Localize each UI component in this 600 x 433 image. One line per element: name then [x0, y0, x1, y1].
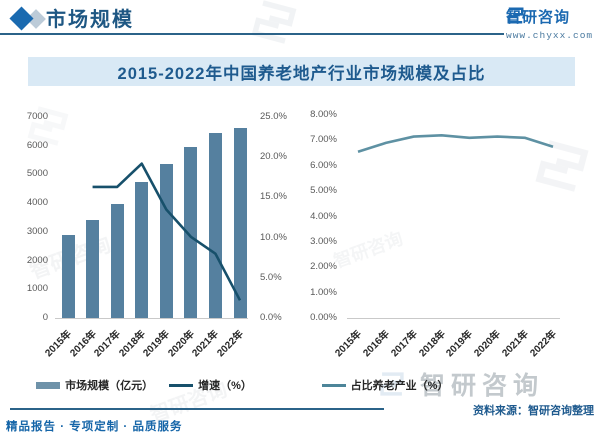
header-divider — [0, 33, 504, 35]
market-size-bar — [61, 234, 75, 318]
y-axis-tick: 4.00% — [310, 210, 337, 222]
chart-title: 2015-2022年中国养老地产行业市场规模及占比 — [117, 64, 486, 83]
x-axis-line — [55, 318, 248, 319]
section-title: 市场规模 — [46, 9, 134, 31]
left-y-axis-tick: 0 — [42, 312, 48, 323]
brand-block: 智研咨询 www.chyxx.com — [506, 6, 598, 41]
market-size-bar — [208, 132, 222, 318]
y-axis-tick: 3.00% — [310, 235, 337, 247]
y-axis-tick: 8.00% — [310, 109, 337, 120]
y-axis-tick: 6.00% — [310, 159, 337, 171]
legend-left: 市场规模（亿元） 增速（%） — [34, 377, 254, 393]
market-size-bar — [184, 147, 198, 318]
legend-label-growth: 增速（%） — [198, 380, 252, 392]
market-size-bar — [110, 204, 124, 318]
left-y-axis-tick: 1000 — [26, 283, 48, 295]
y-axis-tick: 5.00% — [310, 185, 337, 197]
left-y-axis-tick: 3000 — [26, 225, 48, 237]
share-line — [357, 134, 554, 154]
legend-item-share: 占比养老产业（%） — [321, 377, 449, 393]
share-line-swatch — [321, 383, 346, 387]
y-axis-tick: 7.00% — [310, 134, 337, 146]
y-axis-tick: 1.00% — [310, 286, 337, 298]
market-size-bar — [86, 220, 100, 318]
footer-divider — [10, 408, 384, 410]
bar-series-swatch — [36, 381, 61, 389]
legend-item-growth: 增速（%） — [169, 377, 252, 393]
left-y-axis-tick: 7000 — [26, 111, 48, 122]
brand-website: www.chyxx.com — [506, 30, 594, 41]
data-source: 资料来源：智研咨询整理 — [473, 405, 594, 417]
legend-item-market-size: 市场规模（亿元） — [36, 377, 153, 393]
left-y-axis-tick: 6000 — [26, 139, 48, 151]
left-y-axis-tick: 5000 — [26, 168, 48, 180]
market-size-bar — [135, 182, 149, 318]
right-y-axis-tick: 20.0% — [260, 151, 287, 163]
x-axis-line — [347, 318, 560, 319]
y-axis-tick: 0.00% — [310, 312, 337, 323]
chart-title-banner: 2015-2022年中国养老地产行业市场规模及占比 — [28, 57, 575, 86]
brand-tagline: 精品报告 · 专项定制 · 品质服务 — [6, 421, 183, 433]
left-y-axis-tick: 2000 — [26, 254, 48, 266]
y-axis-tick: 2.00% — [310, 261, 337, 273]
growth-line — [92, 162, 242, 301]
right-y-axis-tick: 15.0% — [260, 191, 287, 203]
market-size-bar — [233, 128, 247, 318]
right-y-axis-tick: 10.0% — [260, 231, 287, 243]
left-y-axis-tick: 4000 — [26, 197, 48, 209]
legend-right: 占比养老产业（%） — [300, 377, 470, 393]
right-y-axis-tick: 0.0% — [260, 312, 282, 323]
brand-logo-icon — [507, 7, 524, 24]
legend-label-market-size: 市场规模（亿元） — [65, 380, 154, 392]
growth-line-swatch — [169, 383, 194, 387]
right-y-axis-tick: 25.0% — [260, 111, 287, 122]
legend-label-share: 占比养老产业（%） — [350, 380, 449, 392]
right-y-axis-tick: 5.0% — [260, 271, 282, 283]
